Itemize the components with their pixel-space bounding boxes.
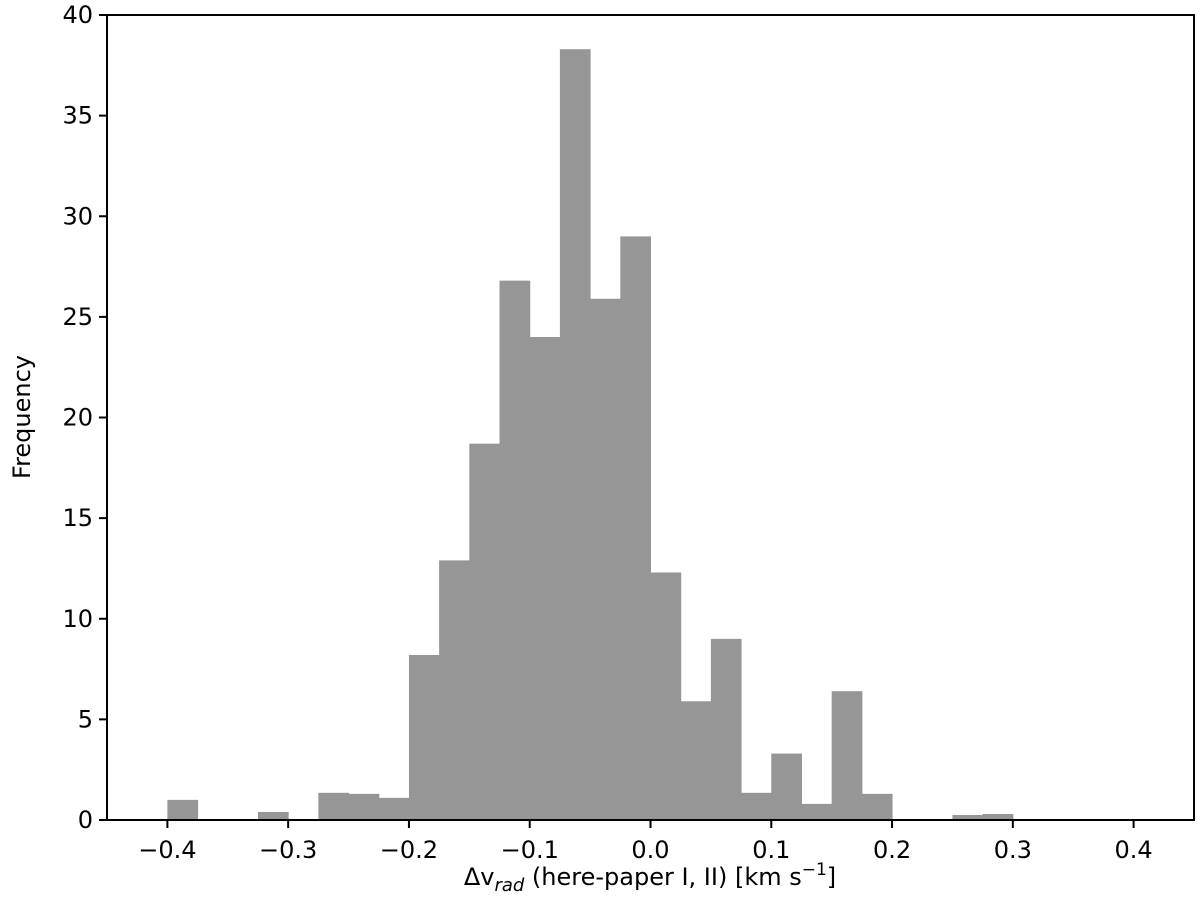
x-tick-label: −0.1 [501, 836, 559, 864]
x-tick-label: 0.3 [994, 836, 1032, 864]
x-tick-label: 0.0 [631, 836, 669, 864]
histogram-bar [257, 811, 289, 820]
histogram-bar [801, 803, 833, 820]
x-axis-label: Δvrad (here-paper I, II) [km s−1] [464, 860, 836, 896]
histogram-bar [529, 337, 561, 820]
y-tick-label: 10 [62, 605, 93, 633]
histogram-bar [982, 813, 1014, 820]
bars-group [167, 49, 1014, 820]
y-axis-ticks: 0 5 10 15 20 25 30 35 40 [62, 1, 107, 834]
histogram-bar [952, 814, 984, 820]
histogram-bar [439, 560, 470, 820]
histogram-bar [831, 691, 863, 820]
histogram-bar [650, 572, 682, 820]
histogram-bar [378, 797, 410, 820]
x-tick-label: 0.1 [752, 836, 790, 864]
y-tick-label: 0 [78, 806, 93, 834]
histogram-bar [590, 298, 621, 820]
histogram-bar [741, 792, 772, 820]
y-tick-label: 20 [62, 404, 93, 432]
histogram-bar [408, 654, 440, 820]
histogram-bar [318, 792, 350, 820]
y-tick-label: 25 [62, 303, 93, 331]
x-tick-label: −0.3 [259, 836, 317, 864]
x-tick-label: −0.4 [138, 836, 196, 864]
x-tick-label: −0.2 [380, 836, 438, 864]
histogram-bar [771, 753, 802, 820]
y-axis-label: Frequency [8, 355, 36, 479]
histogram-bar [167, 799, 199, 820]
y-tick-label: 5 [78, 705, 93, 733]
x-tick-label: 0.4 [1115, 836, 1153, 864]
y-tick-label: 30 [62, 202, 93, 230]
histogram-bar [348, 793, 380, 820]
histogram-bar [861, 793, 893, 820]
x-tick-label: 0.2 [873, 836, 911, 864]
histogram-bar [680, 701, 712, 820]
histogram-bar [710, 638, 742, 820]
histogram-bar [469, 443, 501, 820]
y-tick-label: 40 [62, 1, 93, 29]
x-axis-ticks: −0.4 −0.3 −0.2 −0.1 0.0 0.1 0.2 0.3 0.4 [138, 820, 1153, 864]
y-tick-label: 35 [62, 102, 93, 130]
histogram-bar [620, 236, 651, 820]
y-tick-label: 15 [62, 504, 93, 532]
histogram-bar [559, 49, 591, 820]
histogram-bar [499, 280, 531, 820]
